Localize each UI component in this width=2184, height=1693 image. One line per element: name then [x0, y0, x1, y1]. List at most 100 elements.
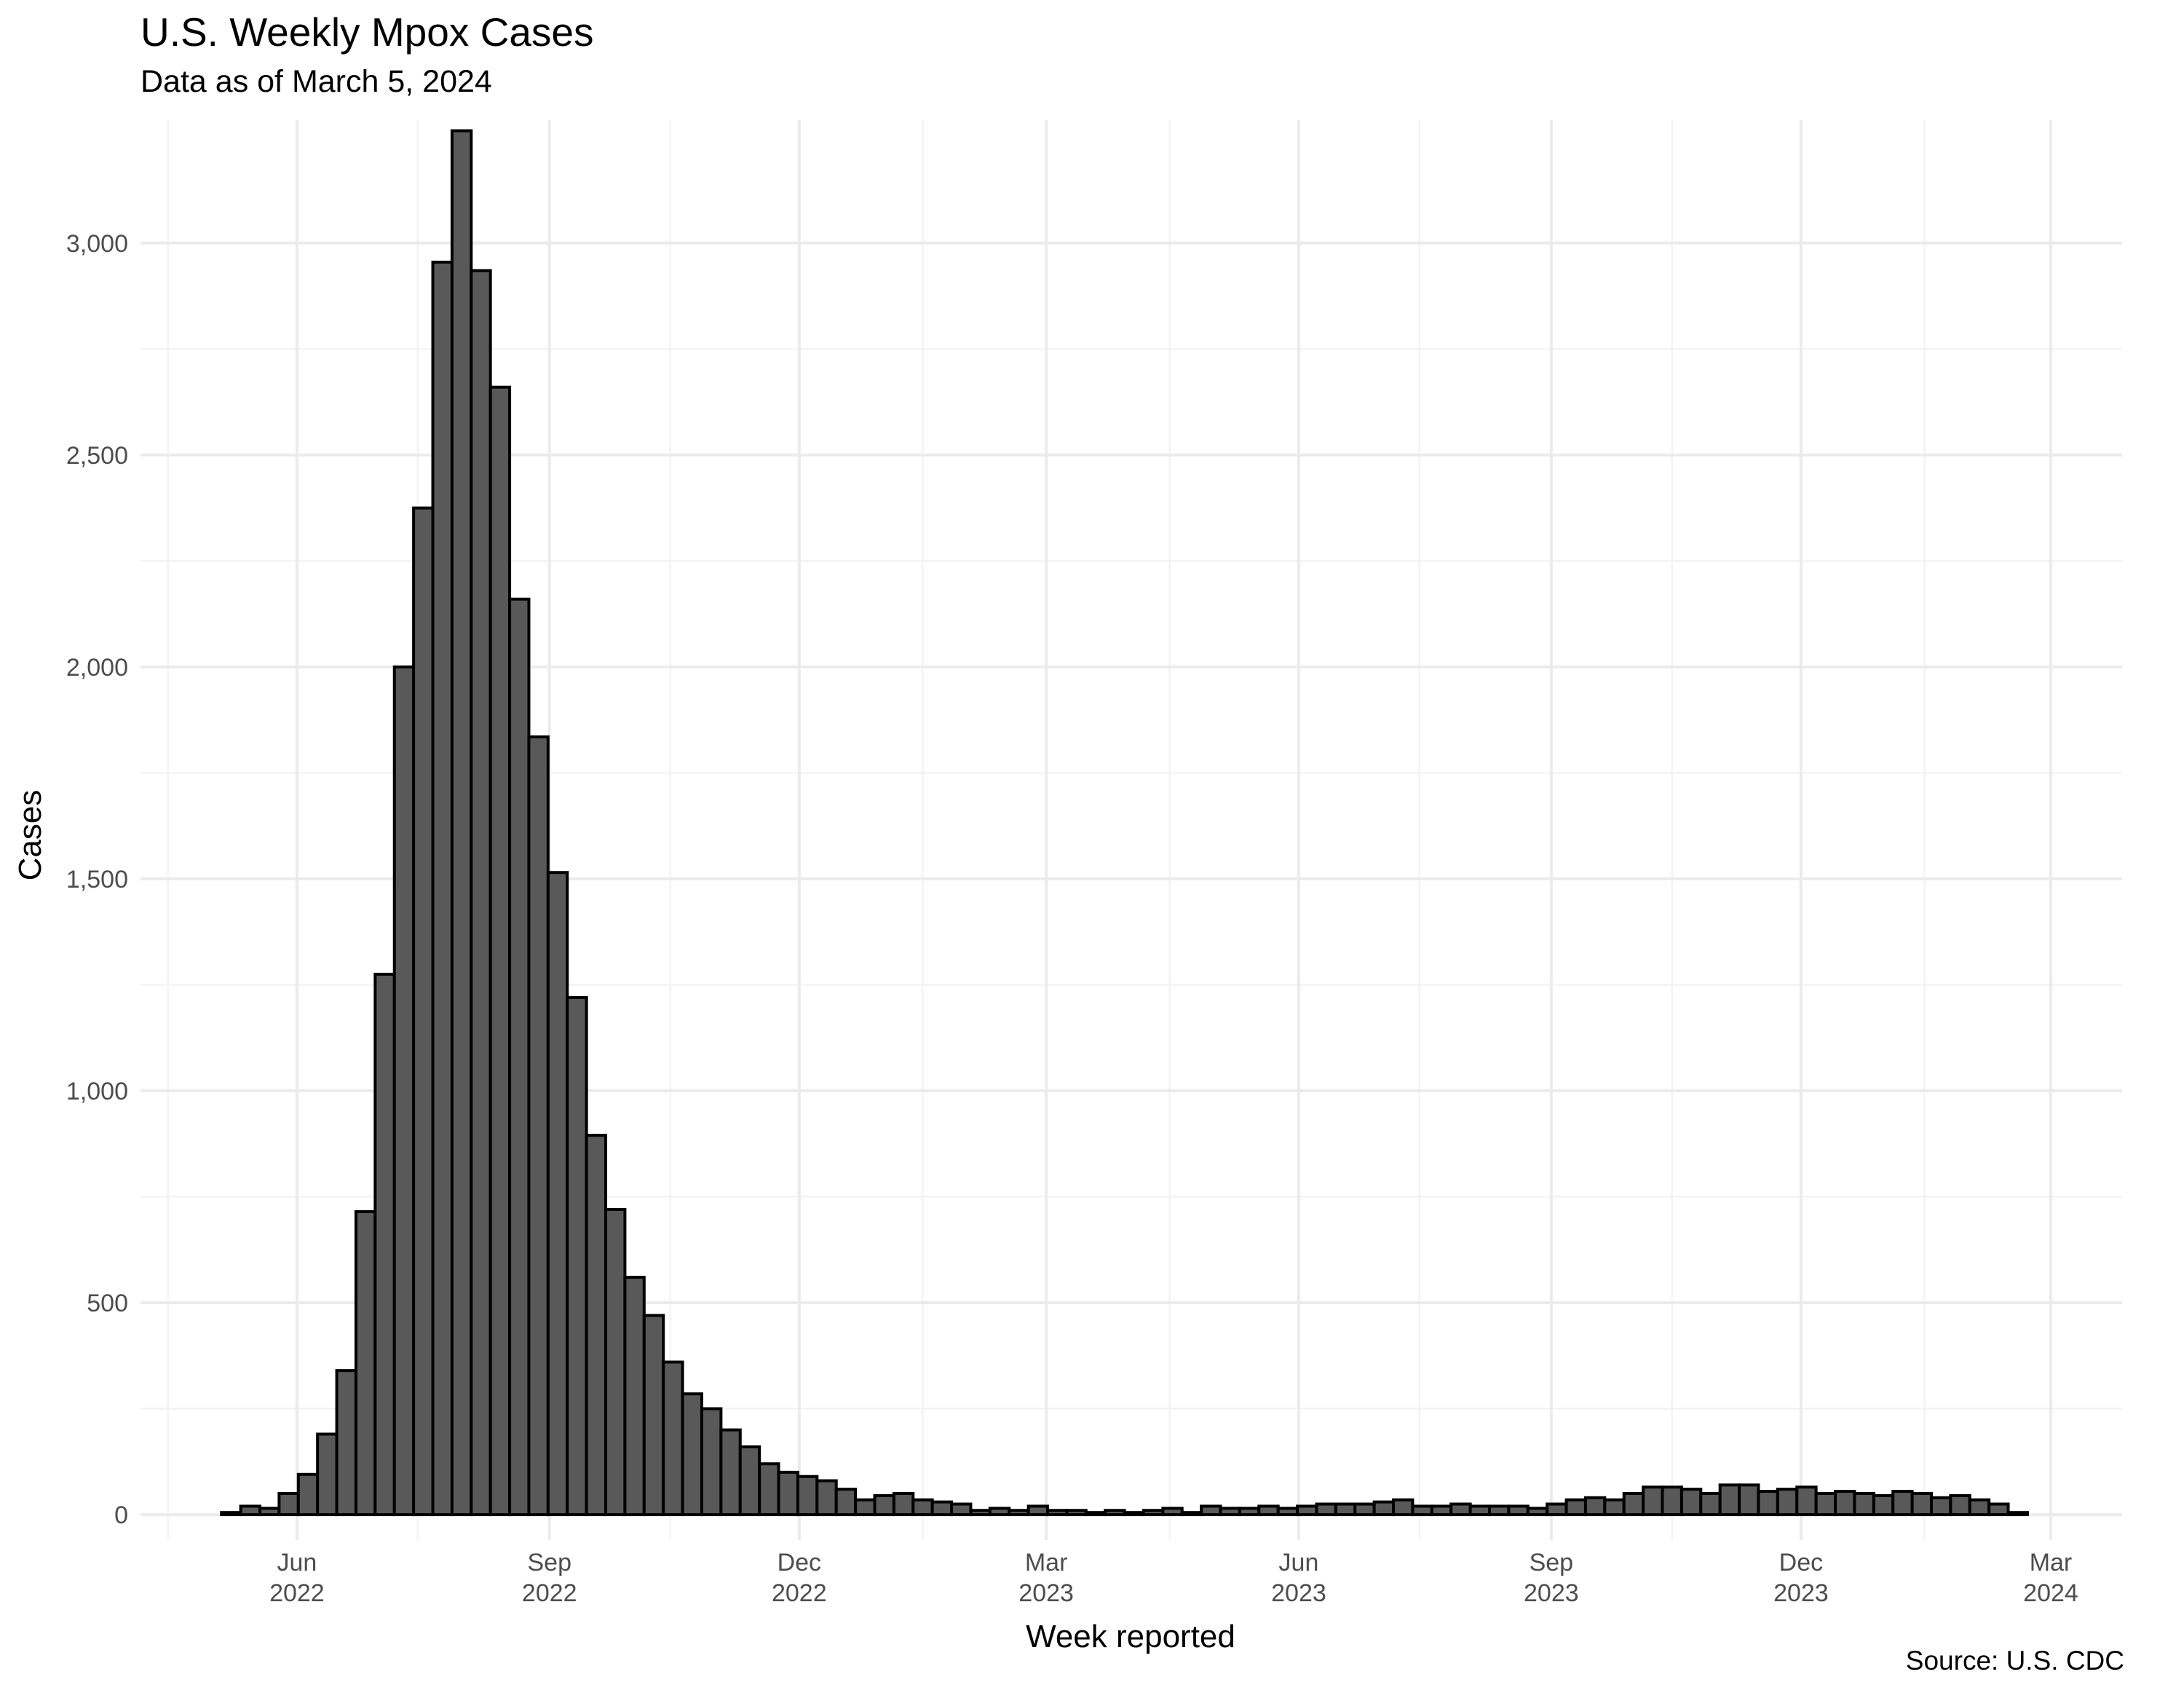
bar: [258, 1507, 281, 1517]
bar: [1834, 1490, 1856, 1517]
bar: [930, 1500, 954, 1517]
bar: [1546, 1502, 1568, 1517]
y-tick-label: 500: [87, 1290, 128, 1317]
bar: [1891, 1490, 1914, 1517]
bar: [1065, 1509, 1088, 1517]
bar: [1776, 1488, 1799, 1517]
bar: [1238, 1507, 1261, 1517]
bar: [623, 1276, 646, 1517]
bar: [1104, 1509, 1126, 1517]
bar: [1968, 1498, 1991, 1517]
bar: [527, 735, 550, 1517]
bar: [470, 269, 492, 1517]
bar: [1257, 1504, 1280, 1517]
y-tick-label: 0: [114, 1501, 128, 1529]
x-tick-label: Jun 2023: [1271, 1549, 1326, 1607]
bar: [854, 1498, 877, 1517]
bar: [1161, 1507, 1184, 1517]
y-axis-title: Cases: [12, 790, 48, 881]
x-tick-label: Sep 2022: [522, 1549, 577, 1607]
chart-subtitle: Data as of March 5, 2024: [141, 64, 492, 99]
y-tick-label: 1,500: [66, 866, 128, 893]
bar: [450, 129, 473, 1517]
bar: [1200, 1504, 1222, 1517]
bar: [604, 1207, 627, 1517]
bar: [488, 385, 512, 1517]
bar: [1392, 1498, 1415, 1517]
bar: [1929, 1496, 1952, 1517]
bar: [1949, 1493, 1971, 1517]
bar: [373, 972, 396, 1517]
bar: [1449, 1502, 1472, 1517]
x-tick-label: Dec 2022: [772, 1549, 827, 1607]
bar: [1296, 1504, 1318, 1517]
bar: [1872, 1493, 1895, 1517]
bar: [1219, 1507, 1241, 1517]
bar: [1468, 1504, 1491, 1517]
x-tick-label: Sep 2023: [1524, 1549, 1579, 1607]
bar: [239, 1504, 261, 1517]
y-tick-label: 1,000: [66, 1078, 128, 1105]
bar: [335, 1369, 357, 1517]
bar: [796, 1475, 819, 1517]
bar: [1718, 1483, 1741, 1517]
bar: [642, 1314, 665, 1517]
bar: [873, 1493, 895, 1517]
bar: [1487, 1504, 1511, 1517]
bar: [758, 1462, 780, 1517]
bar: [296, 1472, 320, 1517]
bar: [277, 1491, 300, 1517]
bar: [1142, 1509, 1165, 1517]
x-axis-title: Week reported: [1026, 1619, 1235, 1654]
bar: [1046, 1509, 1069, 1517]
x-tick-label: Jun 2022: [269, 1549, 325, 1607]
bar: [815, 1479, 838, 1517]
bar: [1315, 1502, 1337, 1517]
bar: [892, 1491, 915, 1517]
x-axis-tick-labels: Jun 2022 Sep 2022 Dec 2022 Mar 2023 Jun 2023 Sep 20…: [269, 1549, 2078, 1607]
bar: [1910, 1491, 1933, 1517]
bar: [1507, 1504, 1530, 1517]
bar: [1622, 1491, 1645, 1517]
bar: [392, 665, 416, 1517]
bar: [911, 1498, 934, 1517]
bar: [1334, 1502, 1357, 1517]
bar: [777, 1470, 799, 1517]
bar: [1372, 1500, 1396, 1517]
bar: [1661, 1485, 1683, 1517]
bar: [412, 506, 435, 1517]
bar: [1757, 1490, 1779, 1517]
bar: [1853, 1491, 1875, 1517]
x-tick-label: Mar 2023: [1018, 1549, 1074, 1607]
bar: [1180, 1511, 1203, 1517]
bar: [834, 1488, 858, 1517]
bar: [700, 1407, 723, 1517]
bar: [1679, 1488, 1703, 1517]
bars: [220, 129, 2029, 1517]
bar: [1123, 1511, 1145, 1517]
bar: [719, 1428, 742, 1517]
bar: [1026, 1504, 1050, 1517]
bar: [1583, 1496, 1607, 1517]
bar: [546, 871, 569, 1517]
bar: [1084, 1511, 1107, 1517]
y-tick-label: 2,500: [66, 442, 128, 470]
bar: [950, 1502, 973, 1517]
bar: [1430, 1504, 1453, 1517]
bar: [585, 1134, 608, 1517]
bar: [508, 597, 531, 1517]
bar: [1642, 1485, 1664, 1517]
bar: [354, 1209, 377, 1517]
bar: [2006, 1511, 2029, 1517]
bar: [1738, 1483, 1760, 1517]
bar: [662, 1360, 684, 1517]
y-tick-label: 2,000: [66, 654, 128, 682]
source-caption: Source: U.S. CDC: [1905, 1646, 2124, 1676]
bar: [681, 1392, 703, 1517]
bar: [988, 1507, 1011, 1517]
bar: [969, 1509, 992, 1517]
bar: [1564, 1498, 1587, 1517]
bar: [1795, 1485, 1818, 1517]
bar: [1699, 1491, 1722, 1517]
